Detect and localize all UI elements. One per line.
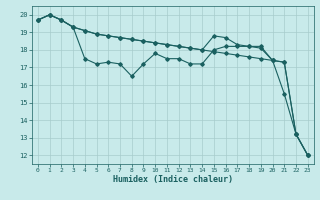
X-axis label: Humidex (Indice chaleur): Humidex (Indice chaleur) xyxy=(113,175,233,184)
